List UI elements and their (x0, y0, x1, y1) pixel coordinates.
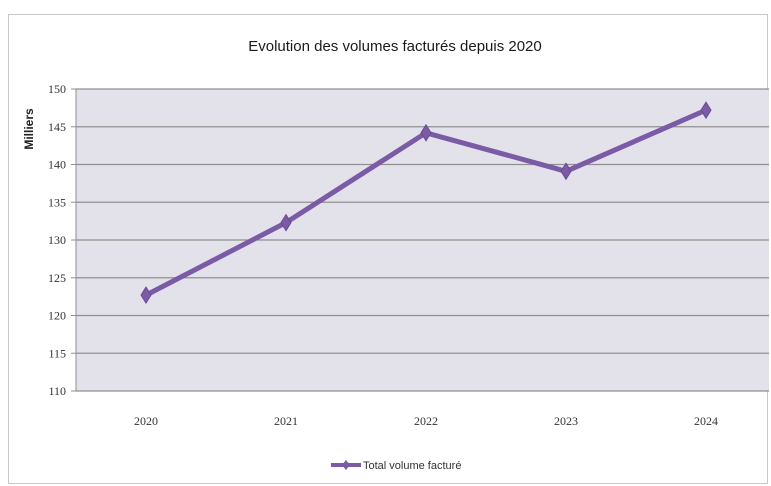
y-tick-label: 135 (48, 195, 66, 209)
x-tick-label: 2022 (414, 414, 438, 428)
x-tick-label: 2021 (274, 414, 298, 428)
data-point-marker (700, 101, 712, 120)
y-tick-label: 120 (48, 309, 66, 323)
legend-swatch-marker (342, 460, 350, 470)
y-tick-label: 115 (48, 346, 66, 360)
y-axis-title: Milliers (22, 108, 36, 150)
x-axis-ticks: 2020 2021 2022 2023 2024 (134, 414, 718, 428)
data-point-marker (280, 213, 292, 232)
line-chart: Evolution des volumes facturés depuis 20… (22, 38, 769, 472)
series-layer (140, 101, 712, 305)
y-tick-label: 125 (48, 271, 66, 285)
data-point-marker (560, 162, 572, 181)
y-axis-ticks: 110 115 120 125 130 135 140 145 150 (48, 82, 76, 398)
y-tick-label: 140 (48, 158, 66, 172)
legend-label: Total volume facturé (363, 460, 461, 472)
data-point-marker (420, 123, 432, 142)
chart-title: Evolution des volumes facturés depuis 20… (248, 38, 542, 55)
legend: Total volume facturé (331, 460, 461, 472)
x-tick-label: 2023 (554, 414, 578, 428)
x-tick-label: 2020 (134, 414, 158, 428)
data-point-marker (140, 286, 152, 305)
y-tick-label: 130 (48, 233, 66, 247)
y-tick-label: 145 (48, 120, 66, 134)
y-tick-label: 150 (48, 82, 66, 96)
x-tick-label: 2024 (694, 414, 718, 428)
y-tick-label: 110 (48, 384, 66, 398)
chart-frame: Evolution des volumes facturés depuis 20… (8, 14, 769, 484)
